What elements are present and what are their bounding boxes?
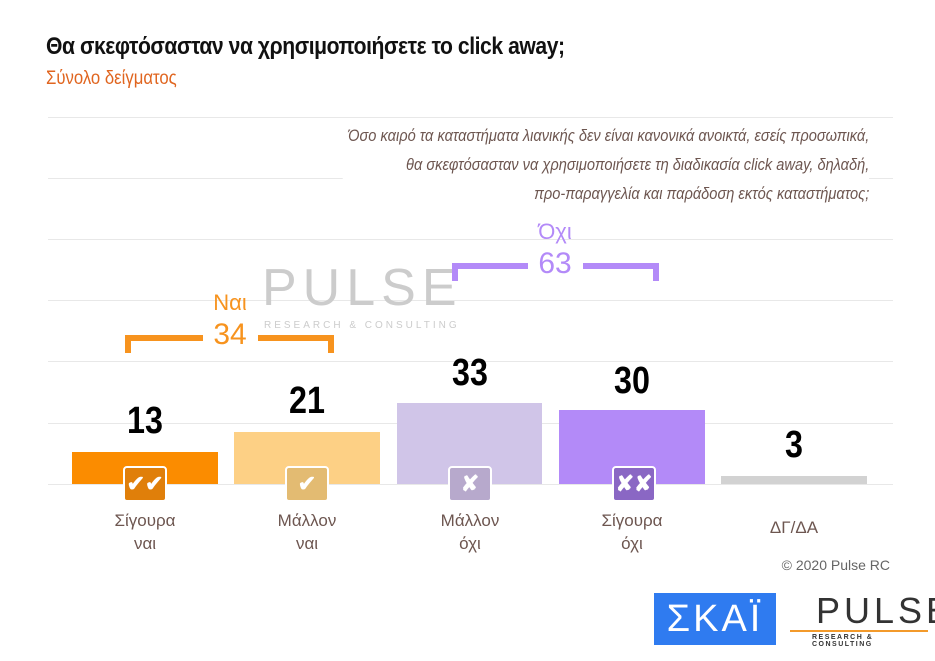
chart-title: Θα σκεφτόσασταν να χρησιμοποιήσετε το cl…: [46, 33, 565, 60]
category-label-line: Σίγουρα: [601, 511, 663, 530]
category-label-line: ναι: [295, 534, 319, 553]
bar-value: 13: [127, 400, 163, 442]
category-label-line: Μάλλον: [440, 511, 500, 530]
pulse-logo-subtitle: RESEARCH & CONSULTING: [812, 634, 874, 648]
pulse-logo-line: [790, 630, 928, 632]
yes-group-label: Ναι: [213, 290, 247, 315]
chart-subtitle: Σύνολο δείγματος: [46, 68, 177, 89]
yes-bracket-leg: [125, 335, 131, 353]
no-bracket-leg: [452, 263, 458, 281]
check-icon: ✔: [285, 466, 329, 502]
bar-value: 3: [785, 424, 803, 466]
category-label: Σίγουρα όχι: [559, 509, 705, 555]
category-label: Μάλλον όχι: [397, 509, 543, 555]
pulse-logo: PULSE: [816, 590, 935, 631]
gridline: [48, 300, 893, 301]
category-label-line: Σίγουρα: [114, 511, 176, 530]
yes-group-value: 34: [213, 318, 247, 351]
category-label-line: ΔΓ/ΔΑ: [769, 518, 819, 537]
category-label: Σίγουρα ναι: [72, 509, 218, 555]
yes-bracket-leg: [328, 335, 334, 353]
question-line: προ-παραγγελία και παράδοση εκτός καταστ…: [533, 184, 869, 203]
bar-value: 30: [614, 360, 650, 402]
category-label-line: ναι: [133, 534, 157, 553]
category-label: Μάλλον ναι: [234, 509, 380, 555]
survey-question: Όσο καιρό τα καταστήματα λιανικής δεν εί…: [342, 121, 869, 208]
gridline: [48, 239, 893, 240]
bar-value: 21: [289, 380, 325, 422]
double-check-icon: ✔✔: [123, 466, 167, 502]
no-bracket-leg: [653, 263, 659, 281]
question-line: θα σκεφτόσασταν να χρησιμοποιήσετε τη δι…: [405, 155, 869, 174]
gridline: [48, 117, 893, 118]
cross-icon: ✘: [448, 466, 492, 502]
category-label-line: όχι: [459, 534, 481, 553]
yes-bracket-left: [125, 335, 203, 341]
category-label-line: όχι: [621, 534, 643, 553]
no-bracket-right: [583, 263, 659, 269]
double-cross-icon: ✘✘: [612, 466, 656, 502]
yes-bracket-right: [258, 335, 334, 341]
gridline: [48, 361, 893, 362]
category-label: ΔΓ/ΔΑ: [721, 516, 867, 539]
watermark-subtitle: RESEARCH & CONSULTING: [264, 320, 460, 331]
no-bracket-left: [452, 263, 528, 269]
watermark-logo: PULSE: [262, 259, 463, 317]
copyright: © 2020 Pulse RC: [781, 557, 890, 573]
category-label-line: Μάλλον: [277, 511, 337, 530]
skai-logo: ΣΚΑΪ: [654, 593, 776, 645]
bar-dont-know: [721, 476, 867, 484]
no-group-value: 63: [538, 247, 572, 280]
question-line: Όσο καιρό τα καταστήματα λιανικής δεν εί…: [347, 126, 869, 145]
bar-value: 33: [452, 352, 488, 394]
no-group-label: Όχι: [538, 219, 572, 244]
